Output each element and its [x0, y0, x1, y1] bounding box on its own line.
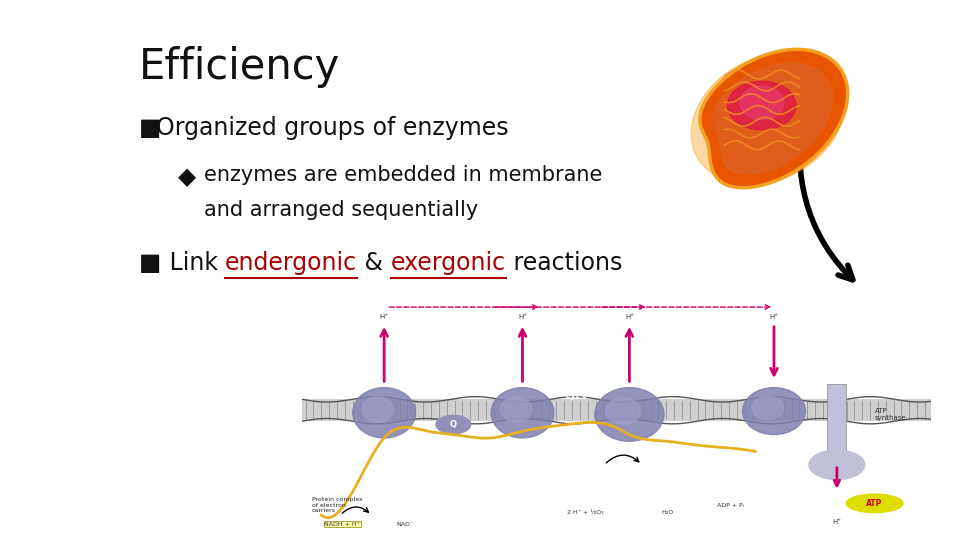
Ellipse shape — [743, 388, 805, 435]
Text: H₂O: H₂O — [661, 510, 673, 515]
Ellipse shape — [691, 53, 845, 185]
Text: NAD⁻: NAD⁻ — [396, 522, 414, 527]
Text: H⁺: H⁺ — [832, 519, 841, 525]
Ellipse shape — [606, 397, 640, 424]
Text: and arranged sequentially: and arranged sequentially — [204, 200, 479, 220]
Text: Link: Link — [161, 251, 225, 275]
Text: ATP: ATP — [867, 499, 883, 508]
Text: endergonic: endergonic — [225, 251, 357, 275]
Ellipse shape — [491, 388, 554, 438]
Polygon shape — [712, 62, 833, 176]
Text: Protein complex
of electron
carriers: Protein complex of electron carriers — [312, 497, 363, 514]
Text: enzymes are embedded in membrane: enzymes are embedded in membrane — [204, 165, 603, 185]
Ellipse shape — [615, 312, 643, 322]
Ellipse shape — [760, 312, 788, 322]
Ellipse shape — [728, 81, 796, 130]
Text: ATP
synthase: ATP synthase — [875, 408, 906, 421]
Text: ADP + Pᵢ: ADP + Pᵢ — [716, 503, 743, 509]
Ellipse shape — [823, 517, 851, 527]
Text: NADH + H⁺: NADH + H⁺ — [324, 522, 360, 527]
Ellipse shape — [808, 450, 865, 480]
Ellipse shape — [509, 312, 537, 322]
Ellipse shape — [500, 397, 532, 422]
Text: reactions: reactions — [506, 251, 622, 275]
Text: ■: ■ — [139, 251, 161, 275]
Polygon shape — [700, 49, 848, 188]
Ellipse shape — [352, 388, 416, 438]
Ellipse shape — [595, 388, 664, 441]
Text: H⁺: H⁺ — [518, 314, 527, 320]
Text: H⁺: H⁺ — [625, 314, 634, 320]
Bar — [828, 384, 847, 458]
Text: H⁺: H⁺ — [770, 314, 779, 320]
Ellipse shape — [752, 396, 783, 420]
Ellipse shape — [847, 494, 903, 512]
Text: &: & — [357, 251, 391, 275]
Text: Q: Q — [450, 420, 457, 429]
Ellipse shape — [436, 415, 470, 434]
Ellipse shape — [362, 397, 394, 422]
Ellipse shape — [740, 86, 783, 120]
Text: Cyt c: Cyt c — [565, 392, 587, 401]
Text: Efficiency: Efficiency — [139, 46, 341, 88]
Text: Organized groups of enzymes: Organized groups of enzymes — [156, 116, 509, 140]
Text: exergonic: exergonic — [391, 251, 506, 275]
Text: ■: ■ — [139, 116, 161, 140]
Text: H⁺: H⁺ — [379, 314, 389, 320]
Ellipse shape — [370, 312, 398, 322]
Text: ◆: ◆ — [178, 165, 196, 188]
Bar — [302, 400, 931, 421]
Text: 2 H⁺ + ¹⁄₂O₂: 2 H⁺ + ¹⁄₂O₂ — [567, 510, 604, 515]
